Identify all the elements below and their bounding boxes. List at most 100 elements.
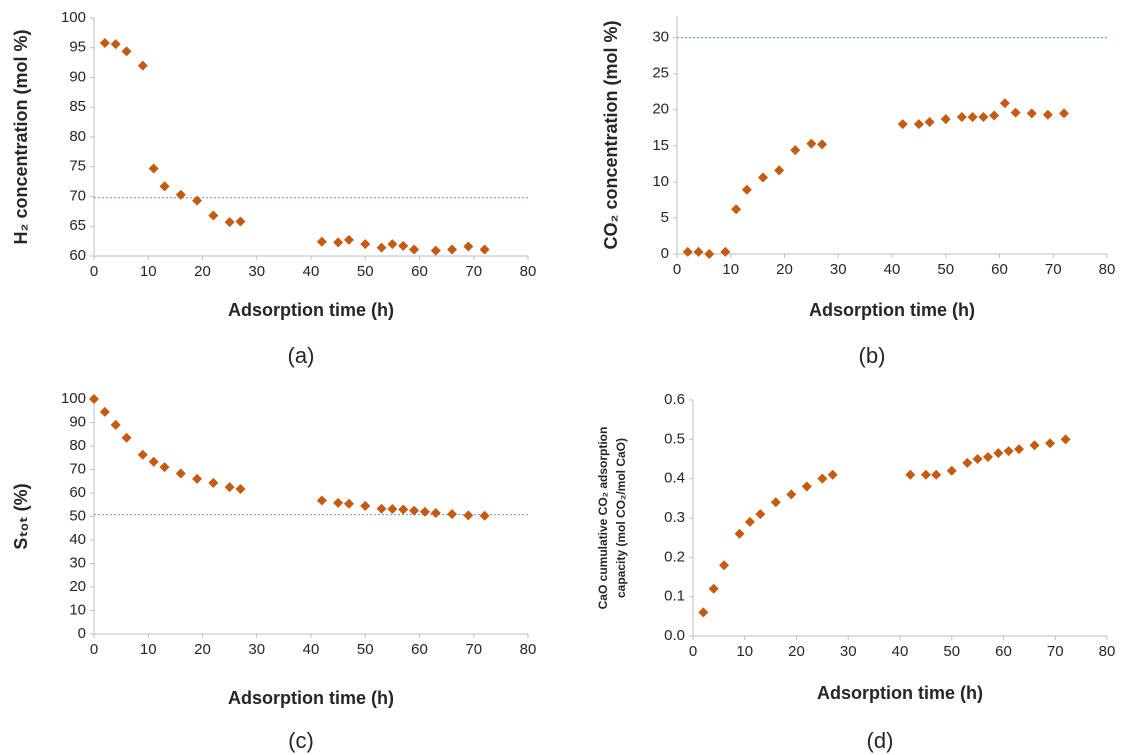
x-tick-label: 0 — [673, 261, 681, 278]
data-point — [734, 528, 745, 539]
x-tick-label: 40 — [884, 261, 901, 278]
x-tick-label: 30 — [248, 641, 265, 658]
x-tick-label: 30 — [248, 263, 265, 280]
data-point — [817, 139, 828, 150]
y-tick-label: 0 — [661, 245, 669, 262]
x-tick-label: 60 — [995, 643, 1012, 660]
y-tick-label: 100 — [61, 390, 86, 407]
data-point — [208, 210, 219, 221]
y-axis-title: H₂ concentration (mol %) — [11, 29, 31, 244]
data-point — [376, 242, 387, 253]
data-point — [316, 495, 327, 506]
data-point — [1014, 444, 1025, 455]
data-point — [801, 481, 812, 492]
x-tick-label: 50 — [943, 643, 960, 660]
data-point — [924, 117, 935, 128]
data-point — [982, 452, 993, 463]
data-point — [806, 138, 817, 149]
data-point — [731, 204, 742, 215]
x-tick-label: 50 — [937, 261, 954, 278]
data-point — [333, 497, 344, 508]
data-point — [121, 46, 132, 57]
data-point — [741, 184, 752, 195]
data-point — [360, 239, 371, 250]
x-tick-label: 70 — [1047, 643, 1064, 660]
data-point — [940, 114, 951, 125]
data-point — [704, 249, 715, 259]
y-tick-label: 0.3 — [664, 509, 685, 526]
y-tick-label: 0.0 — [664, 627, 685, 644]
data-point — [419, 506, 430, 517]
y-tick-label: 0.1 — [664, 588, 685, 605]
y-tick-label: 0.4 — [664, 470, 685, 487]
data-point — [192, 473, 203, 484]
data-point — [224, 217, 235, 228]
data-point — [719, 560, 730, 571]
data-point — [962, 457, 973, 468]
data-point — [698, 607, 709, 618]
data-point — [1029, 440, 1040, 451]
data-point — [897, 119, 908, 130]
data-point — [333, 237, 344, 248]
data-point — [235, 216, 246, 227]
data-point — [316, 236, 327, 247]
data-point — [1003, 446, 1014, 457]
data-point — [744, 516, 755, 527]
y-tick-label: 70 — [69, 187, 86, 204]
data-point — [148, 456, 159, 467]
y-tick-label: 20 — [69, 578, 86, 595]
data-point — [1060, 434, 1071, 445]
data-point — [99, 37, 110, 48]
data-point — [360, 500, 371, 511]
data-point — [235, 484, 246, 495]
data-point — [817, 473, 828, 484]
data-point — [978, 111, 989, 122]
x-tick-label: 60 — [411, 263, 428, 280]
x-tick-label: 10 — [722, 261, 739, 278]
y-tick-label: 65 — [69, 217, 86, 234]
data-point — [447, 244, 458, 255]
data-point — [770, 497, 781, 508]
x-axis-title: Adsorption time (h) — [809, 300, 975, 320]
y-tick-label: 90 — [69, 413, 86, 430]
data-point — [693, 246, 704, 257]
data-point — [479, 244, 490, 255]
panel-caption: (a) — [288, 343, 315, 368]
data-point — [920, 469, 931, 480]
panel-caption: (d) — [867, 728, 894, 753]
y-tick-label: 95 — [69, 39, 86, 56]
data-point — [175, 468, 186, 479]
data-point — [137, 449, 148, 460]
data-point — [682, 246, 693, 257]
data-point — [720, 246, 731, 257]
x-tick-label: 0 — [90, 641, 98, 658]
data-point — [159, 181, 170, 192]
data-point — [343, 498, 354, 509]
x-tick-label: 50 — [357, 263, 374, 280]
x-tick-label: 80 — [520, 263, 537, 280]
data-point — [708, 583, 719, 594]
data-point — [409, 244, 420, 255]
x-tick-label: 80 — [520, 641, 537, 658]
x-tick-label: 70 — [465, 641, 482, 658]
data-point — [447, 509, 458, 520]
x-tick-label: 60 — [411, 641, 428, 658]
data-point — [148, 163, 159, 174]
x-tick-label: 10 — [140, 641, 157, 658]
data-point — [387, 503, 398, 514]
data-point — [905, 469, 916, 480]
data-point — [343, 234, 354, 245]
y-tick-label: 60 — [69, 247, 86, 264]
data-point — [1026, 108, 1037, 119]
data-point — [827, 469, 838, 480]
x-tick-label: 70 — [465, 263, 482, 280]
data-point — [463, 510, 474, 521]
y-tick-label: 0.2 — [664, 548, 685, 565]
data-point — [208, 477, 219, 488]
y-tick-label: 80 — [69, 128, 86, 145]
x-tick-label: 80 — [1099, 261, 1116, 278]
data-point — [989, 110, 1000, 121]
y-tick-label: 90 — [69, 68, 86, 85]
data-point — [972, 454, 983, 464]
